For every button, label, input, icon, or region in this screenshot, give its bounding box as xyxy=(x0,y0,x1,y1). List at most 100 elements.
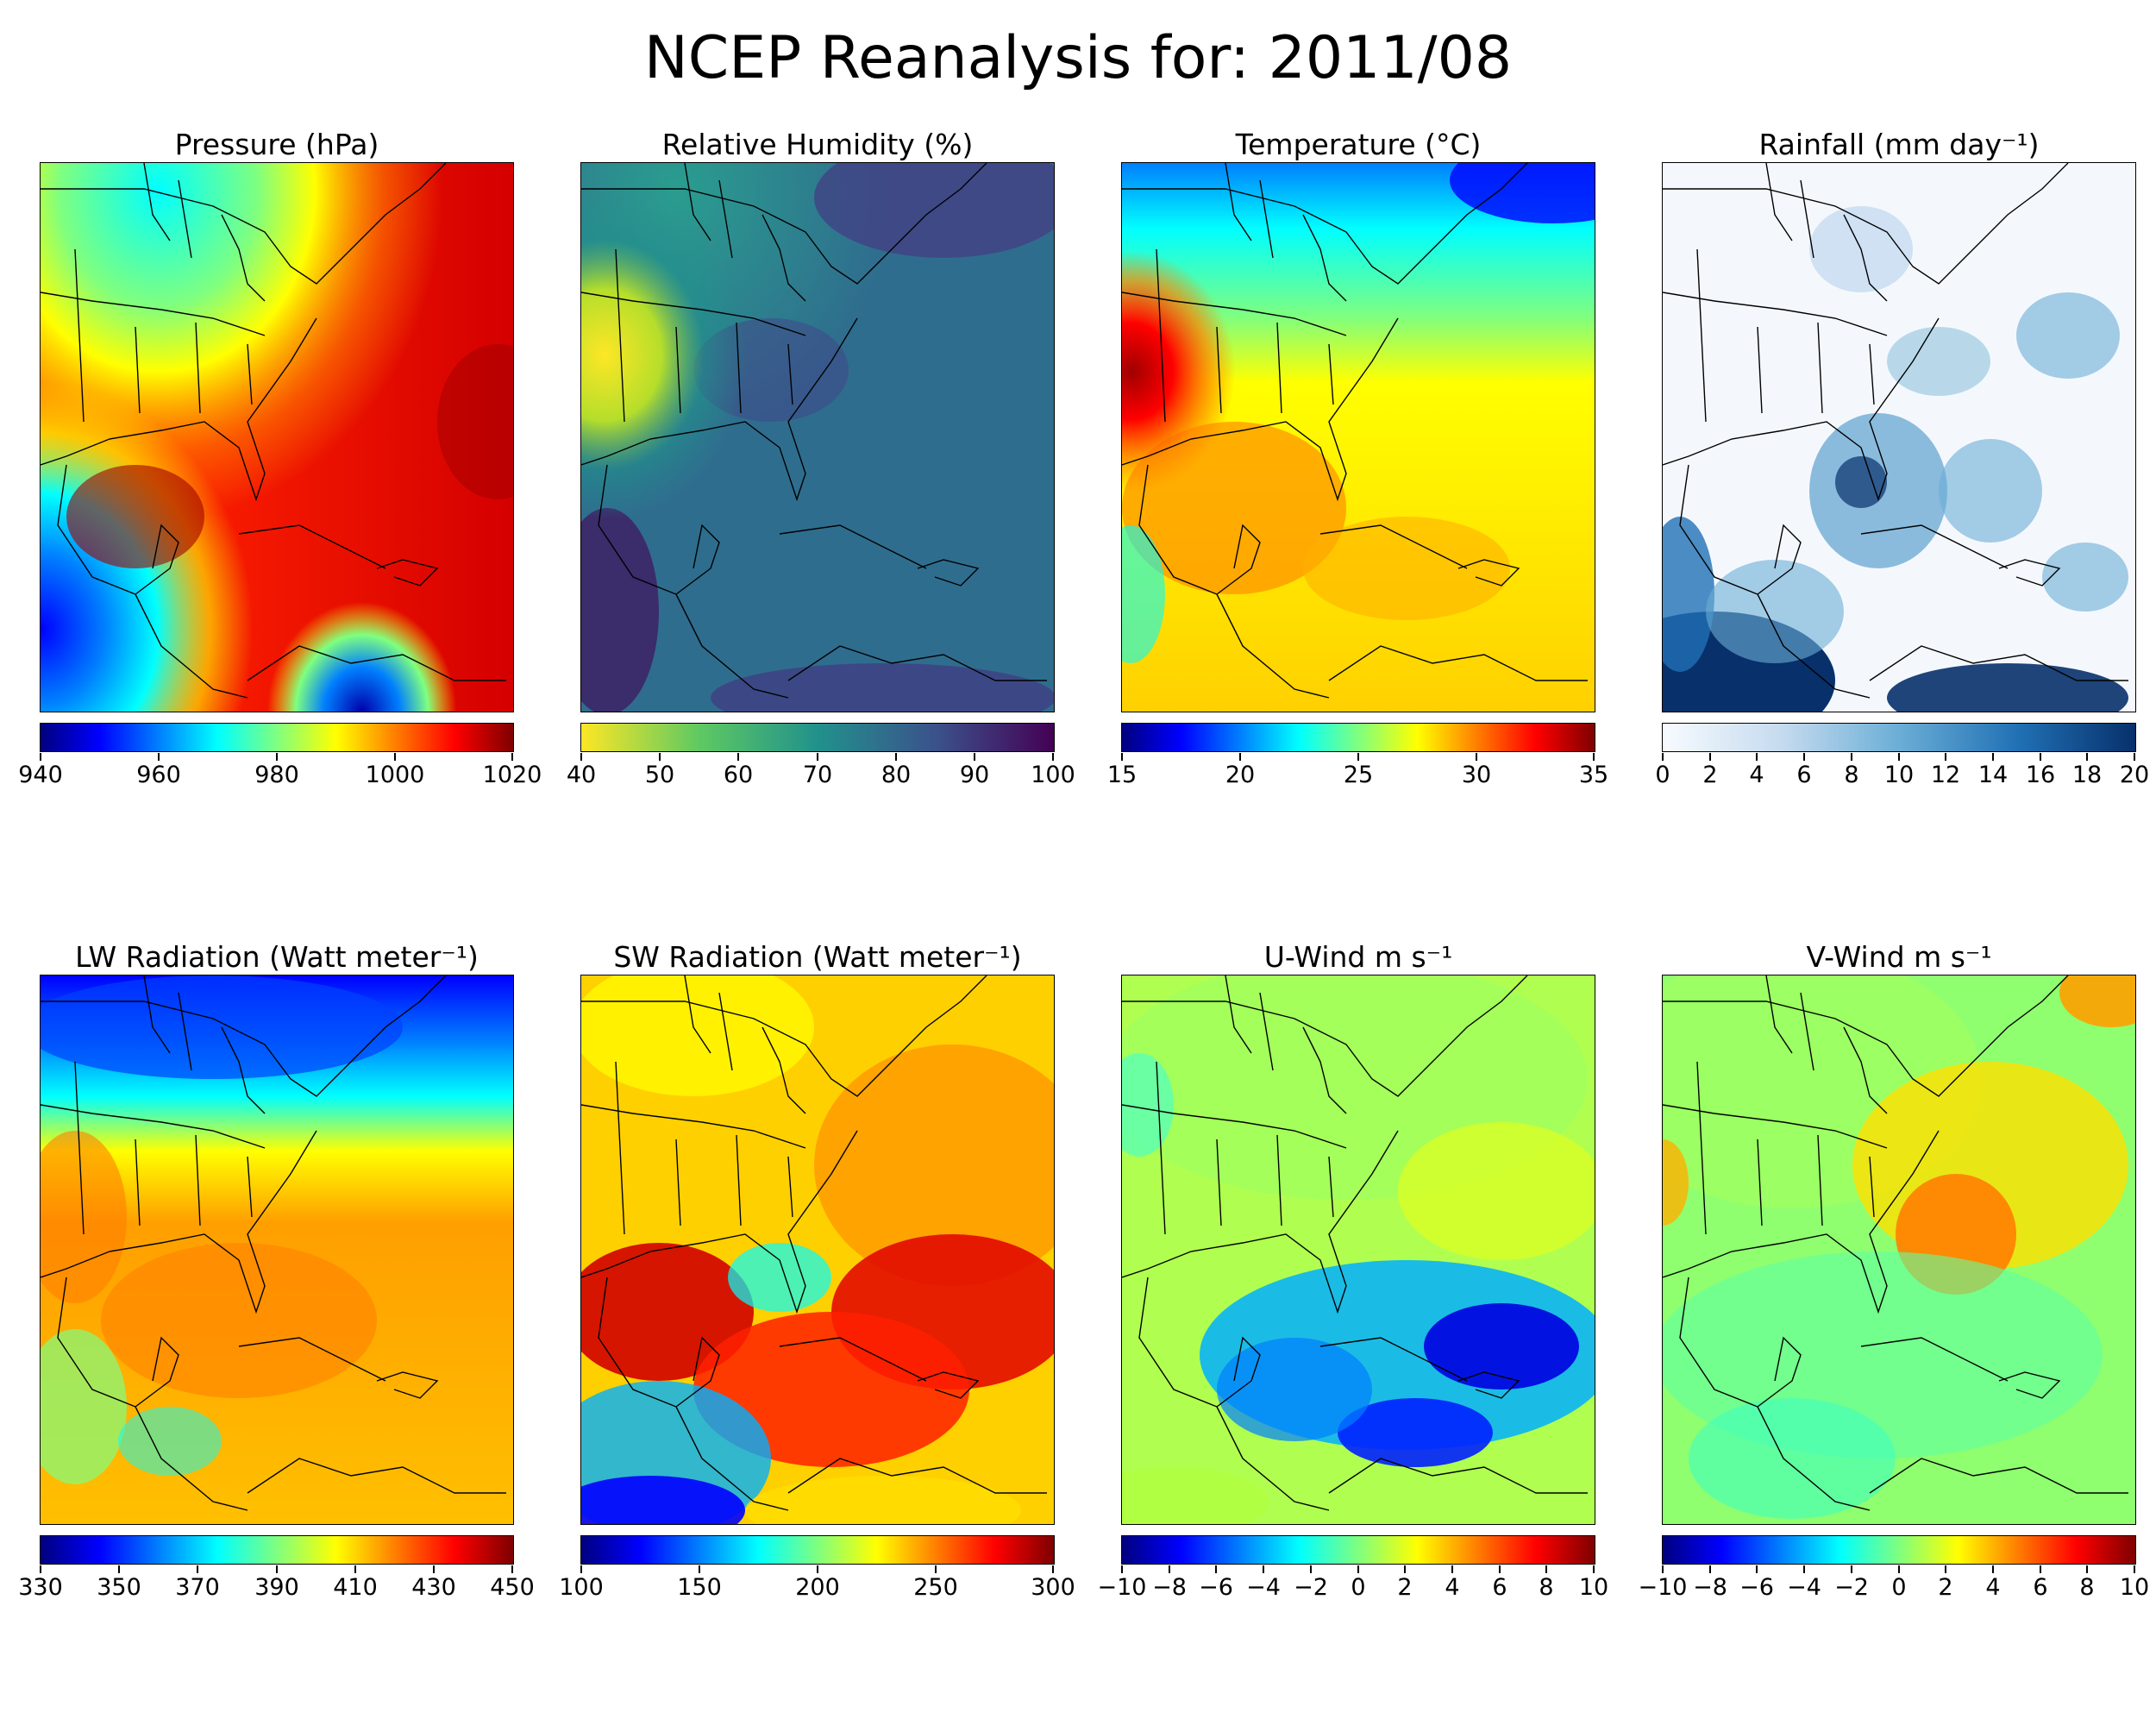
tick-label: 0 xyxy=(1891,1574,1907,1601)
tick-mark xyxy=(2086,1565,2088,1573)
tick-mark xyxy=(1121,753,1123,761)
tick-label: −10 xyxy=(1638,1574,1688,1601)
tick-label: −4 xyxy=(1246,1574,1281,1601)
tick-mark xyxy=(118,1565,120,1573)
tick-mark xyxy=(1310,1565,1312,1573)
tick-mark xyxy=(1404,1565,1406,1573)
pressure-map xyxy=(40,162,514,712)
tick-mark xyxy=(40,1565,41,1573)
tick-label: −8 xyxy=(1693,1574,1727,1601)
tick-mark xyxy=(974,753,975,761)
tick-mark xyxy=(1992,1565,1994,1573)
tick-mark xyxy=(197,1565,198,1573)
tick-label: 40 xyxy=(566,762,597,788)
tick-mark xyxy=(817,1565,818,1573)
panel-title: Pressure (hPa) xyxy=(174,128,379,161)
tick-mark xyxy=(1215,1565,1217,1573)
tick-mark xyxy=(1239,753,1241,761)
tick-mark xyxy=(1898,753,1900,761)
tick-mark xyxy=(1357,1565,1359,1573)
tick-mark xyxy=(511,753,513,761)
tick-label: 2 xyxy=(1938,1574,1953,1601)
tick-label: 200 xyxy=(795,1574,840,1601)
tick-label: 30 xyxy=(1461,762,1492,788)
tick-label: 10 xyxy=(1883,762,1915,788)
tick-mark xyxy=(1756,1565,1758,1573)
tick-mark xyxy=(1945,753,1946,761)
tick-label: 35 xyxy=(1578,762,1609,788)
tick-label: 980 xyxy=(254,762,299,788)
tick-mark xyxy=(354,1565,356,1573)
tick-mark xyxy=(276,1565,278,1573)
rainfall-colorbar xyxy=(1662,723,2136,752)
lw-radiation-colorbar xyxy=(40,1535,514,1565)
tick-label: 8 xyxy=(1844,762,1859,788)
humidity-map xyxy=(580,162,1055,712)
tick-mark xyxy=(699,1565,700,1573)
tick-label: 6 xyxy=(1796,762,1812,788)
tick-mark xyxy=(276,753,278,761)
tick-label: 70 xyxy=(802,762,833,788)
tick-label: 960 xyxy=(136,762,181,788)
tick-mark xyxy=(1052,753,1054,761)
tick-label: 20 xyxy=(1225,762,1256,788)
tick-label: 2 xyxy=(1702,762,1718,788)
tick-mark xyxy=(1593,753,1595,761)
tick-mark xyxy=(817,753,818,761)
tick-label: 1020 xyxy=(482,762,542,788)
tick-label: 16 xyxy=(2025,762,2056,788)
tick-label: 430 xyxy=(411,1574,456,1601)
u-wind-colorbar xyxy=(1121,1535,1595,1565)
tick-label: 8 xyxy=(2079,1574,2095,1601)
panel-title: Relative Humidity (%) xyxy=(661,128,974,161)
tick-mark xyxy=(1803,1565,1805,1573)
tick-mark xyxy=(895,753,897,761)
tick-mark xyxy=(1662,1565,1664,1573)
tick-mark xyxy=(158,753,160,761)
tick-label: 15 xyxy=(1106,762,1138,788)
tick-label: 1000 xyxy=(365,762,425,788)
tick-label: −2 xyxy=(1294,1574,1328,1601)
tick-mark xyxy=(1851,1565,1852,1573)
tick-mark xyxy=(659,753,661,761)
tick-label: 25 xyxy=(1343,762,1374,788)
panel-title: Rainfall (mm day⁻¹) xyxy=(1758,128,2040,161)
tick-label: 60 xyxy=(723,762,754,788)
tick-label: 370 xyxy=(175,1574,220,1601)
tick-label: 20 xyxy=(2119,762,2150,788)
tick-label: 4 xyxy=(1985,1574,2001,1601)
tick-mark xyxy=(737,753,739,761)
tick-label: 940 xyxy=(18,762,63,788)
v-wind-map xyxy=(1662,975,2136,1525)
tick-label: −6 xyxy=(1739,1574,1774,1601)
u-wind-map xyxy=(1121,975,1595,1525)
tick-label: 14 xyxy=(1977,762,2009,788)
tick-label: 18 xyxy=(2071,762,2103,788)
tick-label: 100 xyxy=(559,1574,604,1601)
tick-mark xyxy=(1803,753,1805,761)
tick-mark xyxy=(1851,753,1852,761)
tick-label: −2 xyxy=(1834,1574,1869,1601)
tick-label: 300 xyxy=(1031,1574,1075,1601)
tick-mark xyxy=(580,753,582,761)
tick-mark xyxy=(1451,1565,1453,1573)
tick-mark xyxy=(935,1565,937,1573)
tick-mark xyxy=(1052,1565,1054,1573)
tick-mark xyxy=(1476,753,1477,761)
tick-mark xyxy=(2040,1565,2041,1573)
tick-label: 330 xyxy=(18,1574,63,1601)
lw-radiation-map xyxy=(40,975,514,1525)
tick-mark xyxy=(1709,753,1711,761)
tick-mark xyxy=(1121,1565,1123,1573)
tick-mark xyxy=(1499,1565,1501,1573)
panel-title: Temperature (°C) xyxy=(1235,128,1482,161)
tick-mark xyxy=(40,753,41,761)
temperature-colorbar xyxy=(1121,723,1595,752)
tick-label: 4 xyxy=(1445,1574,1460,1601)
panel-title: LW Radiation (Watt meter⁻¹) xyxy=(75,940,479,974)
tick-label: −6 xyxy=(1199,1574,1233,1601)
temperature-map xyxy=(1121,162,1595,712)
tick-label: 6 xyxy=(2033,1574,2048,1601)
tick-label: 6 xyxy=(1492,1574,1507,1601)
tick-mark xyxy=(1898,1565,1900,1573)
